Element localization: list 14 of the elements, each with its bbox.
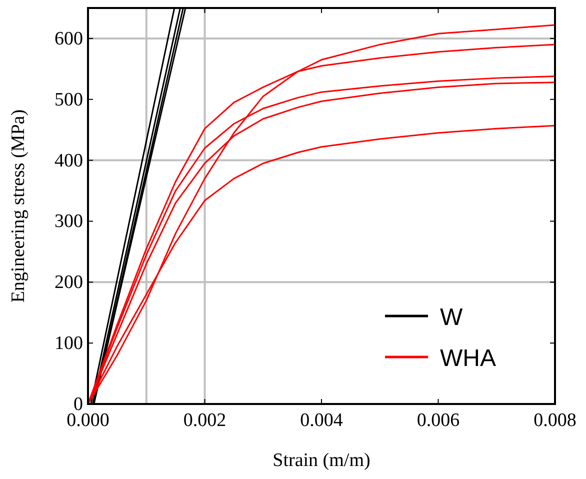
x-tick-label: 0.008 bbox=[534, 410, 576, 431]
legend-label: W bbox=[440, 304, 463, 331]
y-tick-label: 300 bbox=[54, 211, 83, 232]
x-tick-label: 0.002 bbox=[183, 410, 226, 431]
legend-label: WHA bbox=[440, 345, 496, 372]
y-tick-label: 400 bbox=[54, 150, 83, 172]
y-tick-label: 200 bbox=[54, 272, 83, 294]
y-axis-title: Engineering stress (MPa) bbox=[8, 109, 29, 303]
y-tick-label: 600 bbox=[54, 28, 83, 50]
x-tick-label: 0.004 bbox=[300, 410, 344, 431]
y-tick-label: 500 bbox=[54, 89, 83, 110]
x-tick-label: 0.006 bbox=[416, 410, 460, 431]
y-tick-label: 100 bbox=[54, 333, 83, 354]
x-axis-title: Strain (m/m) bbox=[272, 450, 370, 471]
